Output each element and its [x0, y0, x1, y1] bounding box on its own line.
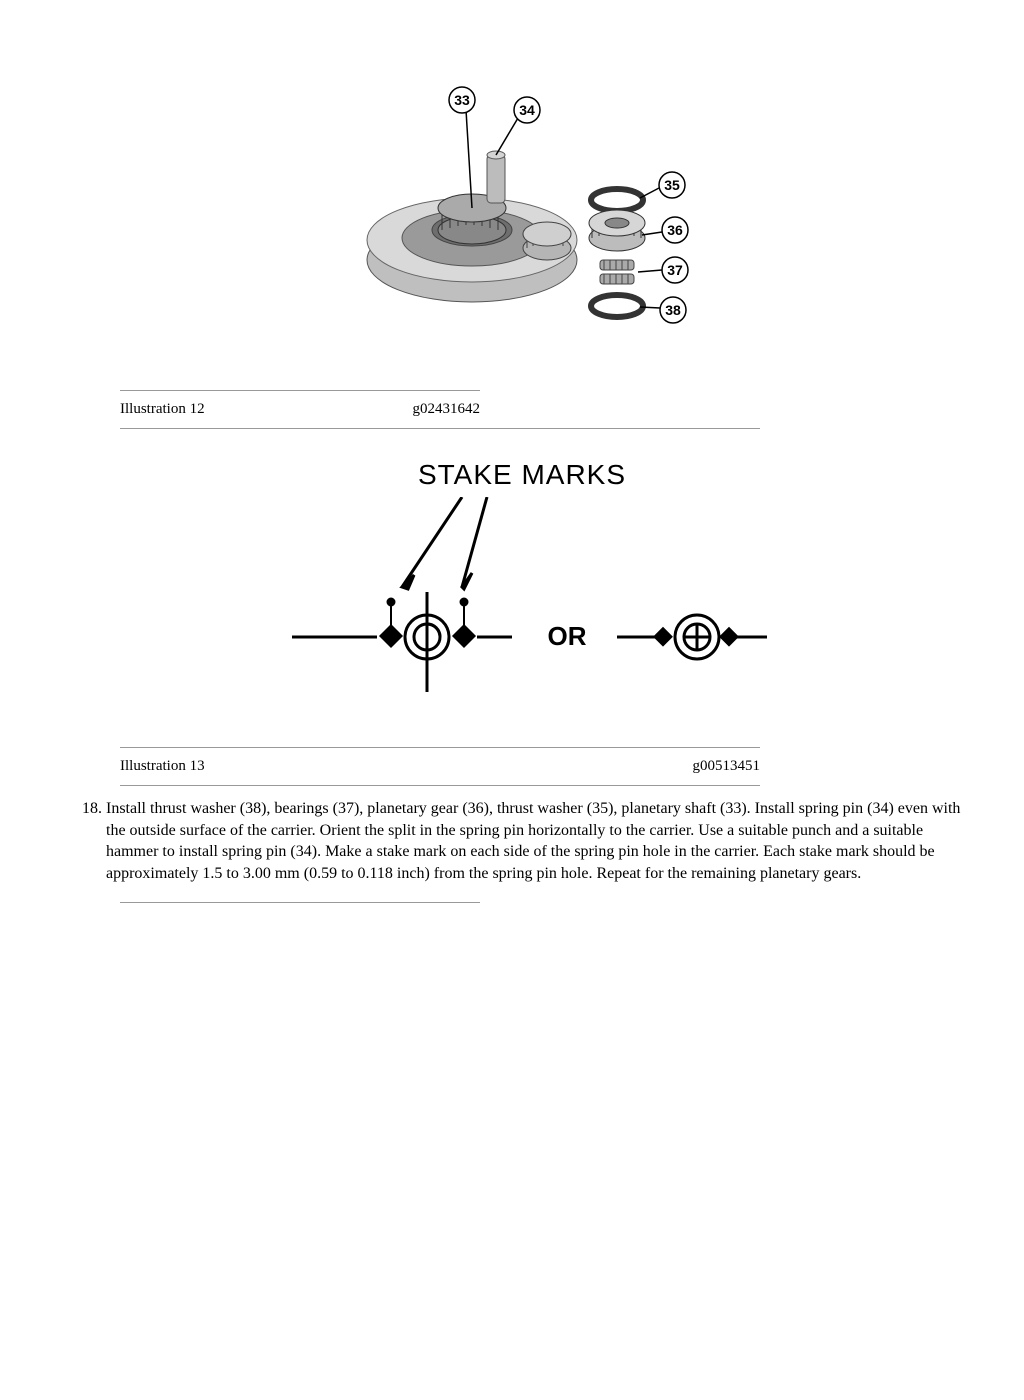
step-18-text: Install thrust washer (38), bearings (37…: [106, 800, 960, 882]
callout-33: 33: [454, 92, 470, 108]
callout-34: 34: [519, 102, 535, 118]
stake-marks-diagram: OR: [262, 497, 782, 717]
illustration-12-caption: Illustration 12 g02431642: [120, 391, 480, 428]
illustration-13-caption: Illustration 13 g00513451: [120, 748, 760, 785]
callout-35: 35: [664, 177, 680, 193]
stake-marks-title: STAKE MARKS: [120, 459, 924, 491]
step-18: Install thrust washer (38), bearings (37…: [106, 798, 964, 884]
trailing-rule: [120, 902, 480, 903]
callout-38: 38: [665, 302, 681, 318]
illustration-12-code: g02431642: [413, 401, 481, 418]
callout-36: 36: [667, 222, 683, 238]
or-label: OR: [548, 621, 587, 651]
step-list: Install thrust washer (38), bearings (37…: [80, 798, 964, 884]
illustration-13-code: g00513451: [693, 758, 761, 775]
illustration-12-label: Illustration 12: [120, 401, 205, 418]
illustration-13-figure: STAKE MARKS: [120, 459, 924, 717]
illustration-13-label: Illustration 13: [120, 758, 205, 775]
callout-37: 37: [667, 262, 683, 278]
illustration-12-figure: 33 34 35 36 37 38: [120, 60, 924, 360]
planetary-carrier-diagram: 33 34 35 36 37 38: [342, 60, 702, 360]
